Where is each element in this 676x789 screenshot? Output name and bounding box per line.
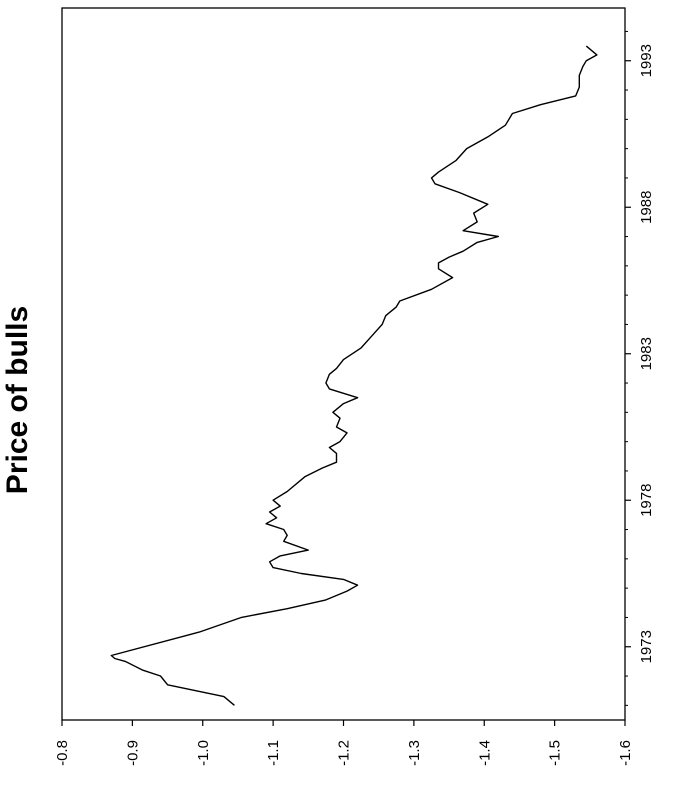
x-tick-label: 1993 [638,44,655,77]
y-tick-label: -0.9 [124,740,141,766]
y-tick-label: -1.6 [617,740,634,766]
y-tick-label: -1.0 [195,740,212,766]
series-layer [110,45,598,706]
y-tick-label: -1.3 [406,740,423,766]
x-tick-label: 1983 [638,337,655,370]
chart-title: Price of bulls [1,306,34,494]
x-tick-label: 1988 [638,191,655,224]
series-line [110,45,598,706]
y-tick-label: -1.5 [547,740,564,766]
y-tick-label: -0.8 [54,740,71,766]
x-tick-label: 1978 [638,484,655,517]
y-tick-label: -1.2 [336,740,353,766]
y-tick-label: -1.4 [476,740,493,766]
y-axis: -0.8 -0.9 -1.0 -1.1 -1.2 -1.3 -1.4 -1.5 -1.6 [54,720,634,766]
x-axis: 1973 1978 1983 1988 1993 [625,30,655,706]
x-tick-label: 1973 [638,630,655,663]
y-tick-label: -1.1 [265,740,282,766]
plot-area [61,7,626,721]
